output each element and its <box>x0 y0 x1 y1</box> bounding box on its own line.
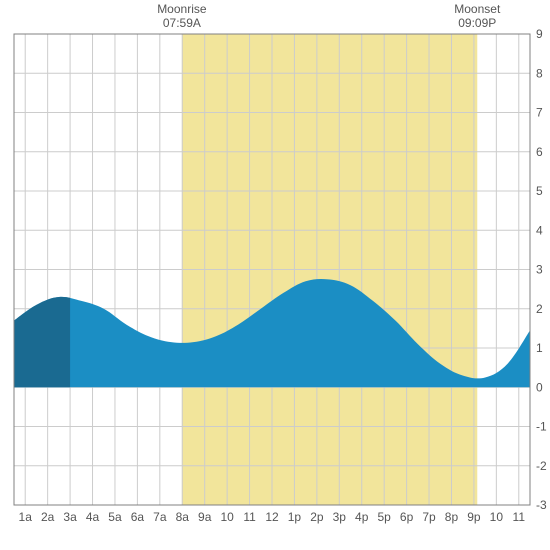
svg-text:10: 10 <box>490 510 504 524</box>
moonrise-label: Moonrise <box>157 2 206 16</box>
svg-text:8: 8 <box>536 66 543 80</box>
svg-text:1a: 1a <box>19 510 33 524</box>
svg-text:4a: 4a <box>86 510 100 524</box>
svg-text:11: 11 <box>513 510 526 524</box>
tide-chart: 1a2a3a4a5a6a7a8a9a1011121p2p3p4p5p6p7p8p… <box>0 0 550 550</box>
svg-text:6p: 6p <box>400 510 414 524</box>
svg-text:0: 0 <box>536 380 543 394</box>
svg-text:3a: 3a <box>63 510 77 524</box>
moonrise-annotation: Moonrise 07:59A <box>152 2 212 30</box>
svg-text:-1: -1 <box>536 420 547 434</box>
svg-text:8a: 8a <box>176 510 190 524</box>
svg-text:6a: 6a <box>131 510 145 524</box>
svg-text:6: 6 <box>536 145 543 159</box>
svg-text:8p: 8p <box>445 510 459 524</box>
svg-text:9a: 9a <box>198 510 212 524</box>
svg-text:3p: 3p <box>333 510 347 524</box>
svg-text:4p: 4p <box>355 510 369 524</box>
svg-text:9p: 9p <box>467 510 481 524</box>
moonrise-time: 07:59A <box>152 16 212 30</box>
svg-text:7p: 7p <box>422 510 436 524</box>
svg-text:3: 3 <box>536 263 543 277</box>
svg-text:2a: 2a <box>41 510 55 524</box>
moonset-label: Moonset <box>454 2 500 16</box>
svg-text:1: 1 <box>536 341 543 355</box>
svg-text:10: 10 <box>220 510 234 524</box>
svg-text:5p: 5p <box>377 510 391 524</box>
svg-text:7: 7 <box>536 106 543 120</box>
moonset-time: 09:09P <box>447 16 507 30</box>
svg-text:5a: 5a <box>108 510 122 524</box>
svg-text:9: 9 <box>536 27 543 41</box>
svg-text:4: 4 <box>536 223 543 237</box>
svg-text:11: 11 <box>243 510 256 524</box>
moonset-annotation: Moonset 09:09P <box>447 2 507 30</box>
svg-text:-3: -3 <box>536 498 547 512</box>
svg-text:2p: 2p <box>310 510 324 524</box>
svg-text:12: 12 <box>265 510 279 524</box>
svg-text:7a: 7a <box>153 510 167 524</box>
svg-text:1p: 1p <box>288 510 302 524</box>
svg-text:2: 2 <box>536 302 543 316</box>
svg-text:5: 5 <box>536 184 543 198</box>
svg-text:-2: -2 <box>536 459 547 473</box>
